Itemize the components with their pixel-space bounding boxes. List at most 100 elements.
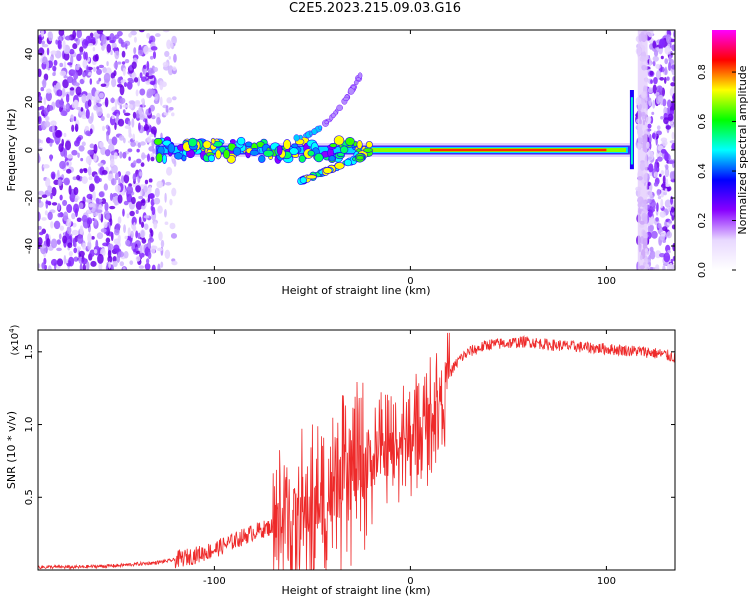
noise-speckle <box>82 72 86 78</box>
noise-speckle <box>116 61 122 65</box>
noise-speckle <box>647 123 652 129</box>
colorbar-tick-label: 0.0 <box>697 262 708 278</box>
noise-speckle <box>89 143 95 149</box>
noise-speckle <box>649 250 656 260</box>
noise-speckle <box>66 162 69 166</box>
y-tick-label: 0.5 <box>24 489 35 505</box>
carrier-blob <box>356 140 363 150</box>
noise-speckle <box>50 238 58 249</box>
noise-speckle <box>171 112 175 117</box>
noise-speckle <box>154 93 159 102</box>
noise-speckle <box>57 202 61 211</box>
carrier-blob <box>328 155 336 162</box>
noise-speckle <box>65 104 69 110</box>
noise-speckle <box>91 96 96 101</box>
noise-speckle <box>154 187 160 198</box>
noise-speckle <box>55 129 62 138</box>
noise-speckle <box>142 65 147 70</box>
noise-speckle <box>86 92 93 102</box>
noise-speckle <box>44 115 50 122</box>
carrier-blob <box>283 139 292 150</box>
noise-speckle <box>74 197 78 203</box>
noise-speckle <box>49 139 54 144</box>
noise-speckle <box>89 249 95 257</box>
noise-speckle <box>122 137 126 144</box>
noise-speckle <box>146 153 151 162</box>
noise-speckle <box>50 171 56 180</box>
noise-speckle <box>130 141 136 147</box>
noise-speckle <box>132 173 137 182</box>
noise-speckle <box>41 262 45 270</box>
noise-speckle <box>53 84 57 94</box>
noise-speckle <box>95 239 99 250</box>
noise-speckle <box>153 221 158 229</box>
noise-speckle <box>141 205 146 210</box>
noise-speckle <box>169 222 176 230</box>
noise-speckle <box>94 218 98 226</box>
noise-speckle <box>106 113 110 119</box>
noise-speckle <box>52 65 57 72</box>
carrier-blob <box>187 137 198 148</box>
noise-speckle <box>151 115 156 120</box>
noise-speckle <box>138 216 142 225</box>
noise-speckle <box>120 175 125 184</box>
noise-speckle <box>123 174 130 184</box>
noise-speckle <box>46 88 52 94</box>
noise-speckle <box>117 234 121 243</box>
noise-speckle <box>139 113 145 121</box>
noise-speckle <box>87 72 93 76</box>
noise-speckle <box>93 143 98 154</box>
noise-speckle <box>82 263 86 270</box>
noise-speckle <box>138 122 141 131</box>
noise-speckle <box>72 43 78 50</box>
noise-speckle <box>156 180 164 189</box>
noise-speckle <box>63 132 67 138</box>
noise-speckle <box>653 182 659 187</box>
noise-speckle <box>147 240 151 249</box>
noise-speckle <box>73 71 79 80</box>
noise-speckle <box>660 188 665 198</box>
noise-speckle <box>127 148 133 153</box>
noise-speckle <box>38 95 43 103</box>
noise-speckle <box>672 76 675 82</box>
noise-speckle <box>105 237 111 244</box>
noise-speckle <box>97 253 104 264</box>
noise-speckle <box>85 155 92 165</box>
noise-speckle <box>126 185 134 195</box>
noise-speckle <box>110 178 117 186</box>
noise-speckle <box>91 112 94 122</box>
noise-speckle <box>661 139 668 147</box>
noise-speckle <box>125 43 128 50</box>
noise-speckle <box>59 160 66 170</box>
x-tick-label: -100 <box>203 276 226 287</box>
noise-speckle <box>124 125 131 130</box>
noise-speckle <box>131 196 136 205</box>
carrier-blob <box>215 149 222 160</box>
noise-speckle <box>660 183 667 189</box>
noise-speckle <box>114 49 120 60</box>
noise-speckle <box>666 99 672 108</box>
noise-speckle <box>664 188 668 193</box>
branch-down-blob <box>343 158 352 167</box>
noise-speckle <box>112 260 118 267</box>
branch-down-blob <box>355 155 365 161</box>
carrier-blob <box>210 137 216 145</box>
noise-speckle <box>668 56 672 63</box>
noise-speckle <box>109 39 116 44</box>
noise-speckle <box>655 264 660 270</box>
noise-speckle <box>56 258 64 267</box>
noise-speckle <box>42 56 48 65</box>
y-tick-label: 20 <box>24 96 35 109</box>
noise-speckle <box>50 258 58 266</box>
noise-speckle <box>85 108 90 119</box>
noise-speckle <box>144 118 148 126</box>
snr-x-ticks: -100 0 100 <box>203 330 616 587</box>
carrier-blob <box>363 147 373 153</box>
noise-speckle <box>149 133 155 138</box>
noise-speckle <box>104 97 109 108</box>
noise-speckle <box>651 132 656 139</box>
noise-speckle <box>65 93 70 103</box>
noise-speckle <box>652 60 656 67</box>
noise-speckle <box>132 111 137 119</box>
noise-speckle <box>660 55 664 60</box>
